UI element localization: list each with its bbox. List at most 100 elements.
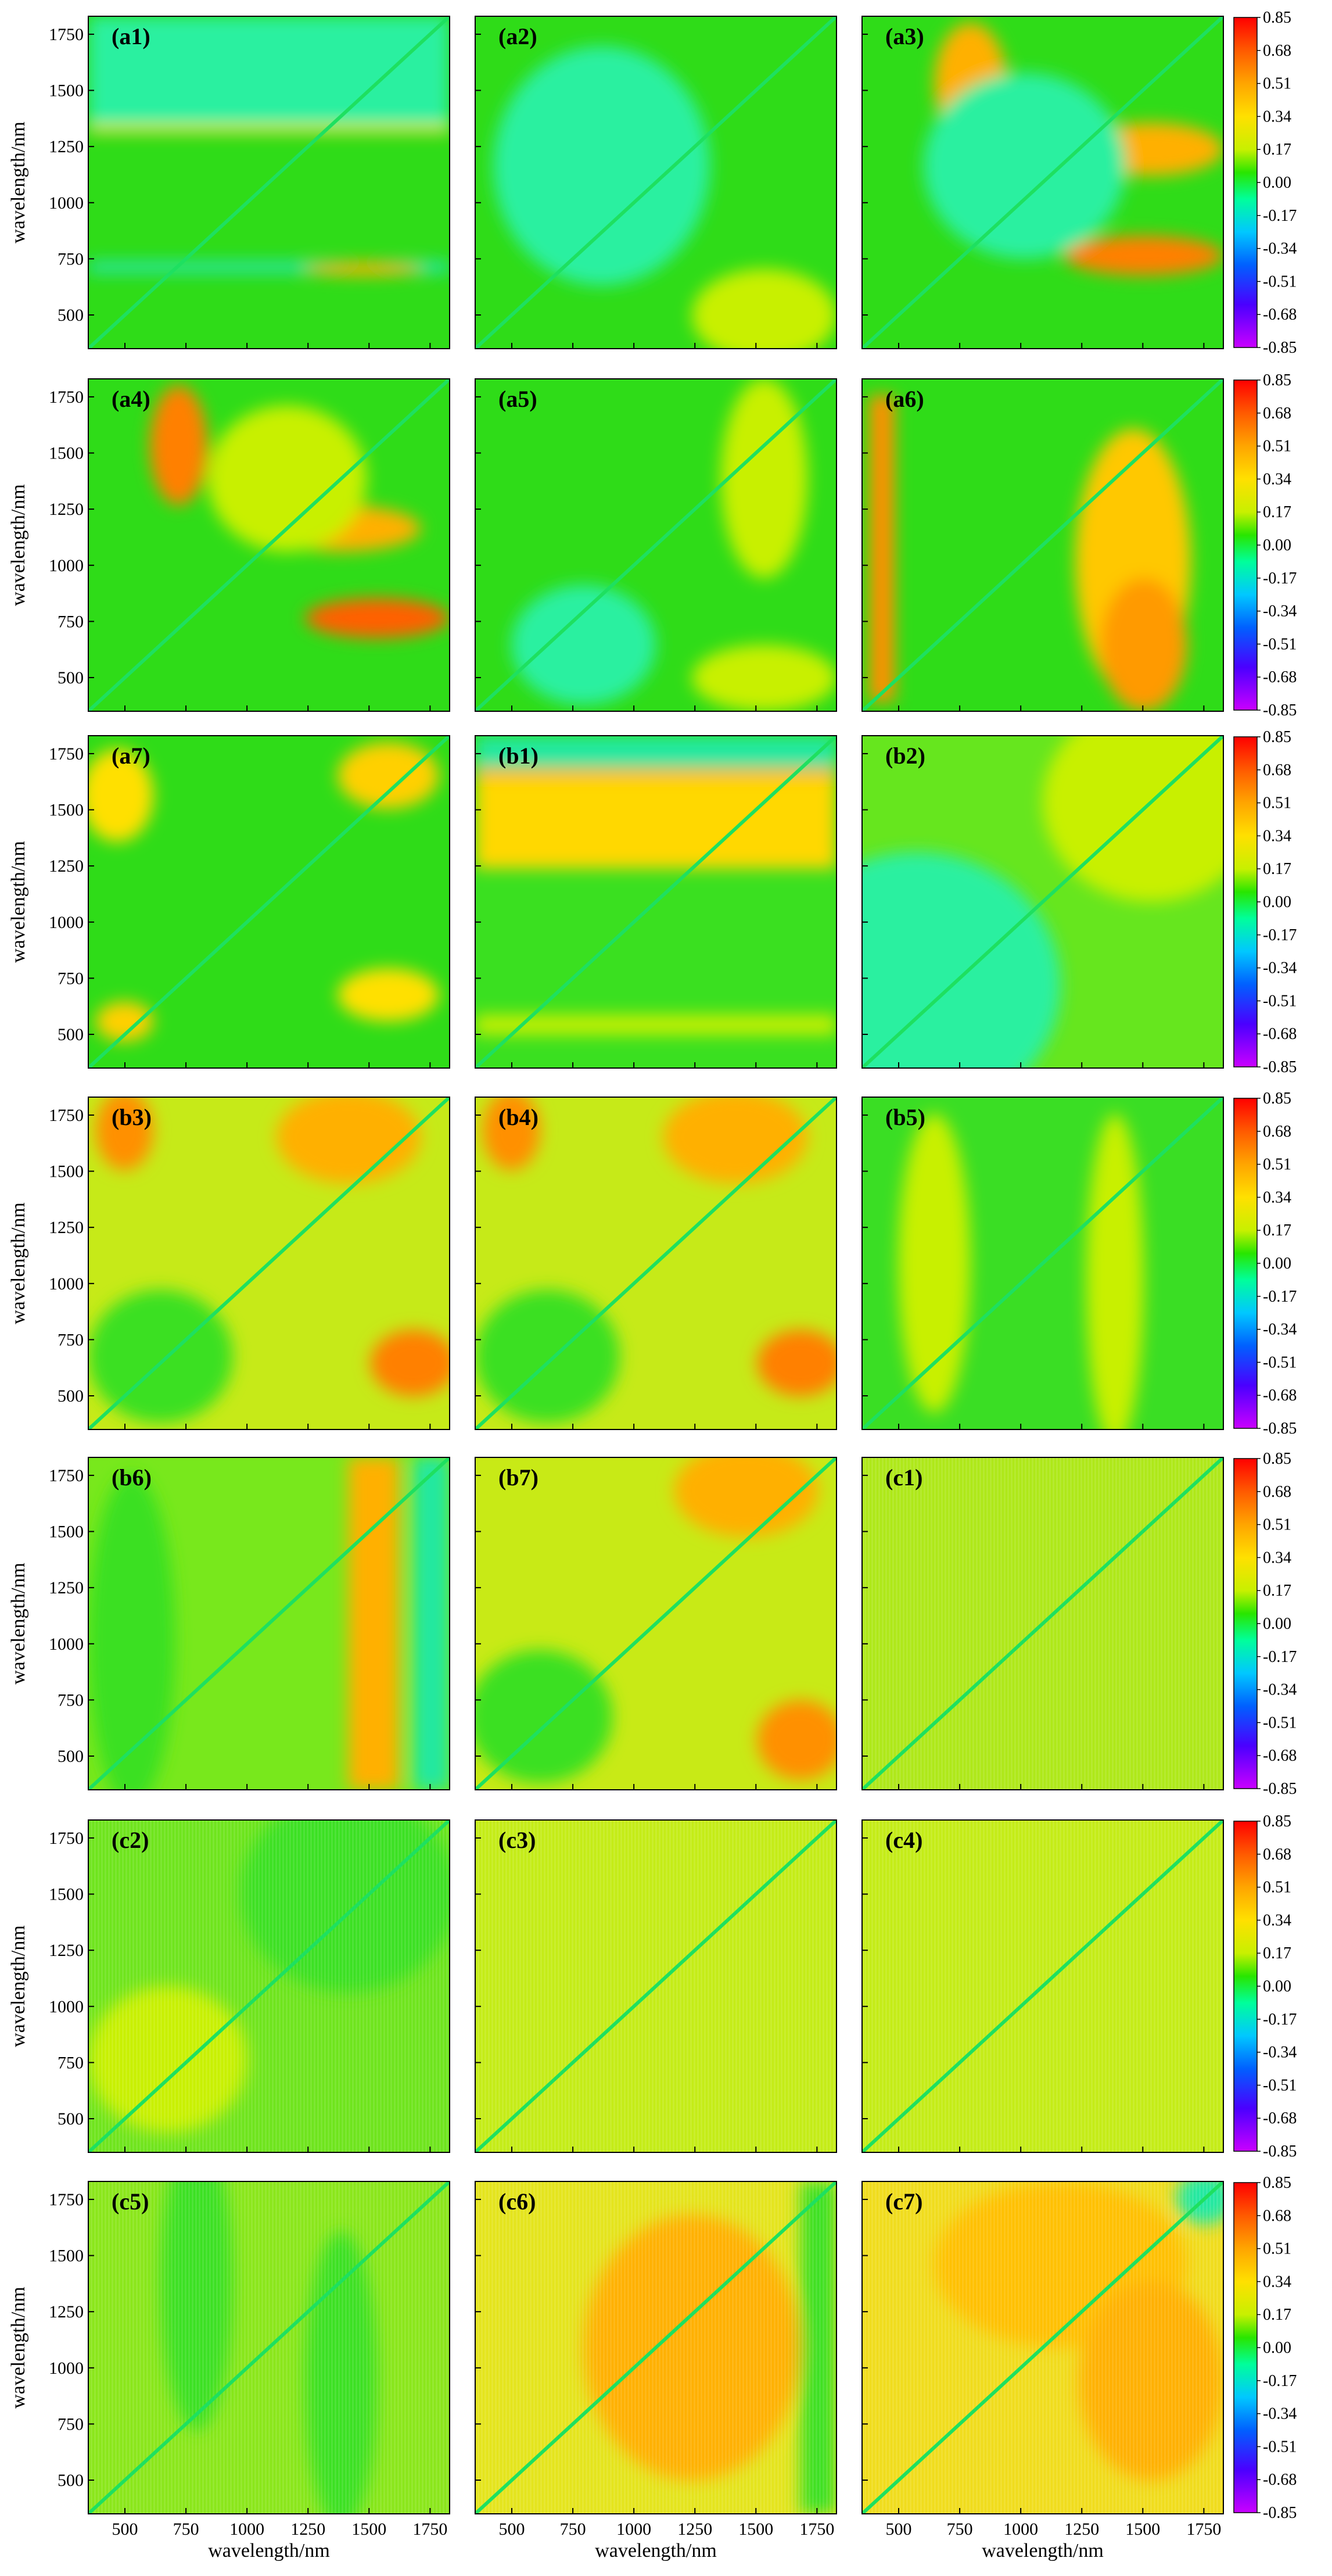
diagonal-line [475,736,836,1068]
colorbar-gradient [1233,1821,1258,2152]
panel-frame [88,16,450,349]
colorbar-tick-label: 0.51 [1263,438,1291,456]
x-tick-label: 500 [112,2520,138,2539]
colorbar: 0.85 0.68 0.51 0.34 0.17 0.00 -0.17 -0.34 -0.51 -… [1233,1812,1297,2161]
y-tick-label: 1500 [49,1522,84,1542]
colorbar-tick-label: -0.85 [1263,2143,1297,2161]
colorbar-tick-label: 0.85 [1263,1090,1291,1108]
x-tick-label: 1250 [290,2520,325,2539]
y-tick-label: 1000 [49,1635,84,1654]
panel-shading [923,23,1223,276]
colorbar-tick-label: -0.51 [1263,992,1297,1010]
panel-frame [475,1819,837,2153]
y-tick-label: 1750 [49,1106,84,1125]
colorbar-tick-label: 0.85 [1263,1812,1291,1830]
colorbar-tick-label: 0.00 [1263,1977,1291,1995]
colorbar-tick-label: 0.00 [1263,174,1291,192]
y-axis-title: wavelength/nm [8,2287,29,2409]
panel-label-b6: (b6) [112,1464,152,1491]
x-tick-label: 750 [560,2520,586,2539]
diagonal-line [88,1097,450,1429]
colorbar-tick-label: -0.34 [1263,240,1297,258]
panel-frame [88,735,450,1069]
colorbar-tick-label: 0.85 [1263,1450,1291,1468]
panel-label-b1: (b1) [498,743,538,769]
y-tick-label: 750 [58,969,84,988]
diagonal-line [862,736,1223,1068]
colorbar-tick-label: -0.17 [1263,207,1297,225]
y-axis-title: wavelength/nm [8,484,29,606]
y-axis-title: wavelength/nm [8,121,29,243]
heatmap-panel-b4 [475,1097,837,1430]
panel-frame [88,2181,450,2514]
y-tick-label: 750 [58,1690,84,1710]
diagonal-line [862,1820,1223,2152]
colorbar-tick-label: 0.68 [1263,1846,1291,1864]
colorbar-tick-label: 0.51 [1263,1516,1291,1534]
panel-shading [88,1457,450,1790]
colorbar-tick-label: 0.34 [1263,1911,1291,1929]
colorbar: 0.85 0.68 0.51 0.34 0.17 0.00 -0.17 -0.34 -0.51 -… [1233,1450,1297,1798]
panel-shading [475,1457,836,1783]
panel-label-b4: (b4) [498,1104,538,1130]
y-tick-label: 1250 [49,1218,84,1237]
panel-label-c2: (c2) [112,1827,149,1853]
colorbar-tick-label: -0.68 [1263,2109,1297,2127]
colorbar-tick-label: -0.85 [1263,1420,1297,1438]
colorbar: 0.85 0.68 0.51 0.34 0.17 0.00 -0.17 -0.34 -0.51 -… [1233,371,1297,719]
colorbar-tick-label: -0.85 [1263,1058,1297,1076]
colorbar-tick-label: -0.51 [1263,2076,1297,2094]
y-tick-label: 1750 [49,2190,84,2209]
x-tick-label: 1500 [738,2520,773,2539]
diagonal-line [475,2181,836,2514]
y-axis-title: wavelength/nm [8,1563,29,1685]
panel-shading [475,1097,836,1423]
colorbar-tick-label: -0.68 [1263,306,1297,324]
colorbar-tick-label: -0.34 [1263,2044,1297,2062]
y-tick-label: 1000 [49,194,84,213]
colorbar-gradient [1233,1098,1258,1429]
colorbar-tick-label: 0.34 [1263,2273,1291,2291]
panel-frame [861,16,1224,349]
colorbar-tick-label: -0.34 [1263,1321,1297,1339]
colorbar-tick-label: -0.51 [1263,635,1297,653]
diagonal-line [862,2181,1223,2514]
y-tick-label: 500 [58,668,84,687]
heatmap-panel-a3 [861,16,1224,349]
colorbar-tick-label: 0.68 [1263,2207,1291,2225]
heatmap-panel-b5 [861,1097,1224,1430]
panel-label-a3: (a3) [885,23,924,49]
colorbar-tick-label: 0.17 [1263,2306,1291,2324]
y-tick-label: 750 [58,249,84,268]
colorbar-tick-label: -0.85 [1263,701,1297,719]
y-axis-title: wavelength/nm [8,841,29,963]
colorbar: 0.85 0.68 0.51 0.34 0.17 0.00 -0.17 -0.34 -0.51 -… [1233,2174,1297,2522]
y-tick-label: 1000 [49,1274,84,1294]
y-tick-label: 750 [58,2414,84,2434]
y-tick-label: 1250 [49,857,84,876]
x-tick-label: 1750 [799,2520,834,2539]
colorbar-tick-label: 0.51 [1263,1156,1291,1174]
colorbar-tick-label: -0.68 [1263,1025,1297,1043]
panel-frame [475,1457,837,1790]
colorbar-tick-label: 0.17 [1263,860,1291,878]
y-tick-label: 1250 [49,1941,84,1960]
diagonal-line [862,16,1223,349]
diagonal-line [88,379,450,711]
panel-label-c3: (c3) [498,1827,536,1853]
panel-label-a2: (a2) [498,23,537,49]
colorbar-tick-label: -0.68 [1263,2471,1297,2489]
y-tick-label: 1250 [49,137,84,156]
y-tick-label: 1500 [49,1885,84,1904]
panel-frame [861,735,1224,1069]
heatmap-panel-c4 [861,1819,1224,2153]
colorbar-tick-label: 0.51 [1263,75,1291,93]
diagonal-line [88,1820,450,2152]
y-tick-label: 1750 [49,744,84,764]
panel-label-a7: (a7) [112,743,150,769]
colorbar-tick-label: 0.00 [1263,893,1291,911]
x-tick-label: 1000 [229,2520,264,2539]
colorbar-gradient [1233,2182,1258,2513]
panel-frame [475,378,837,712]
x-tick-label: 1250 [677,2520,712,2539]
